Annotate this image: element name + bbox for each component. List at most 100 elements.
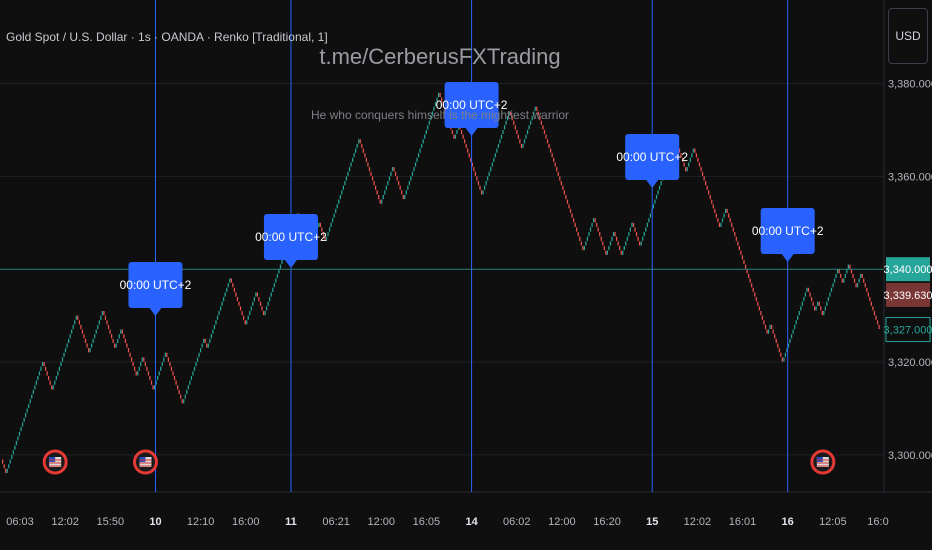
renko-brick bbox=[856, 283, 859, 288]
renko-brick bbox=[442, 102, 444, 107]
renko-brick bbox=[196, 357, 199, 362]
renko-brick bbox=[269, 297, 271, 302]
renko-brick bbox=[132, 362, 134, 367]
renko-brick bbox=[875, 315, 877, 320]
renko-brick bbox=[359, 139, 361, 144]
renko-brick bbox=[804, 292, 807, 297]
renko-brick bbox=[38, 371, 41, 376]
renko-brick bbox=[200, 348, 202, 353]
renko-brick bbox=[706, 185, 708, 190]
renko-brick bbox=[539, 116, 541, 121]
renko-brick bbox=[60, 362, 62, 367]
x-tick-label: 16:20 bbox=[593, 516, 621, 528]
renko-brick bbox=[341, 190, 343, 195]
renko-brick bbox=[152, 385, 154, 390]
renko-brick bbox=[746, 269, 748, 274]
renko-brick bbox=[137, 371, 139, 376]
renko-brick bbox=[714, 208, 716, 214]
renko-brick bbox=[388, 176, 391, 181]
renko-brick bbox=[69, 334, 71, 339]
renko-brick bbox=[249, 310, 251, 316]
renko-brick bbox=[774, 334, 776, 339]
renko-brick bbox=[328, 227, 331, 232]
renko-brick bbox=[370, 171, 372, 176]
renko-brick bbox=[464, 139, 466, 144]
renko-brick bbox=[166, 352, 168, 357]
renko-brick bbox=[120, 329, 122, 334]
renko-brick bbox=[628, 232, 630, 237]
renko-brick bbox=[3, 464, 5, 469]
renko-brick bbox=[832, 283, 834, 288]
renko-brick bbox=[28, 403, 30, 408]
renko-brick bbox=[368, 167, 371, 172]
renko-brick bbox=[144, 362, 146, 367]
renko-brick bbox=[689, 157, 691, 162]
renko-brick bbox=[87, 348, 90, 353]
renko-brick bbox=[574, 222, 576, 227]
renko-brick bbox=[348, 167, 351, 172]
renko-brick bbox=[726, 208, 728, 214]
renko-brick bbox=[6, 468, 8, 473]
renko-brick bbox=[437, 92, 440, 98]
renko-brick bbox=[451, 129, 453, 135]
renko-brick bbox=[711, 199, 713, 204]
renko-brick bbox=[815, 306, 817, 311]
renko-brick bbox=[158, 371, 160, 376]
renko-brick bbox=[382, 194, 384, 200]
renko-brick bbox=[599, 232, 601, 237]
renko-brick bbox=[637, 236, 639, 241]
renko-brick bbox=[649, 213, 651, 218]
session-tag-pointer bbox=[284, 260, 297, 268]
renko-brick bbox=[247, 315, 249, 320]
renko-brick bbox=[861, 273, 863, 279]
renko-brick bbox=[236, 297, 239, 302]
renko-brick bbox=[728, 213, 730, 218]
renko-brick bbox=[138, 366, 140, 371]
renko-brick bbox=[157, 375, 159, 381]
renko-brick bbox=[213, 324, 216, 330]
renko-brick bbox=[596, 222, 598, 227]
renko-brick bbox=[41, 362, 44, 367]
renko-brick bbox=[585, 241, 587, 246]
renko-brick bbox=[526, 129, 529, 135]
renko-brick bbox=[253, 297, 255, 302]
renko-brick bbox=[227, 283, 229, 288]
renko-brick bbox=[34, 385, 36, 390]
renko-brick bbox=[264, 310, 266, 316]
renko-brick bbox=[81, 329, 84, 334]
renko-brick bbox=[626, 236, 628, 241]
renko-brick bbox=[718, 222, 721, 227]
renko-brick bbox=[619, 246, 621, 251]
renko-brick bbox=[410, 176, 412, 181]
renko-brick bbox=[648, 218, 650, 223]
renko-brick bbox=[551, 153, 553, 158]
renko-brick bbox=[414, 162, 417, 167]
renko-brick bbox=[114, 343, 116, 348]
renko-brick bbox=[818, 301, 820, 306]
renko-brick bbox=[712, 204, 714, 209]
renko-brick bbox=[798, 310, 800, 316]
renko-brick bbox=[342, 185, 344, 190]
renko-brick bbox=[77, 315, 79, 320]
renko-brick bbox=[322, 232, 325, 237]
renko-brick bbox=[384, 190, 386, 195]
renko-brick bbox=[141, 357, 143, 362]
currency-button[interactable]: USD bbox=[888, 8, 928, 64]
renko-brick bbox=[216, 315, 219, 320]
renko-brick bbox=[873, 310, 876, 316]
renko-brick bbox=[207, 343, 209, 348]
renko-brick bbox=[549, 148, 552, 153]
renko-brick bbox=[715, 213, 717, 218]
renko-brick bbox=[37, 375, 39, 381]
renko-brick bbox=[640, 241, 642, 246]
renko-brick bbox=[488, 171, 490, 176]
renko-brick bbox=[51, 385, 53, 390]
renko-brick bbox=[582, 246, 584, 251]
renko-brick bbox=[347, 171, 349, 176]
renko-brick bbox=[559, 176, 561, 181]
renko-brick bbox=[611, 236, 613, 241]
renko-brick bbox=[48, 375, 50, 381]
renko-brick bbox=[167, 357, 170, 362]
renko-brick bbox=[470, 157, 472, 162]
